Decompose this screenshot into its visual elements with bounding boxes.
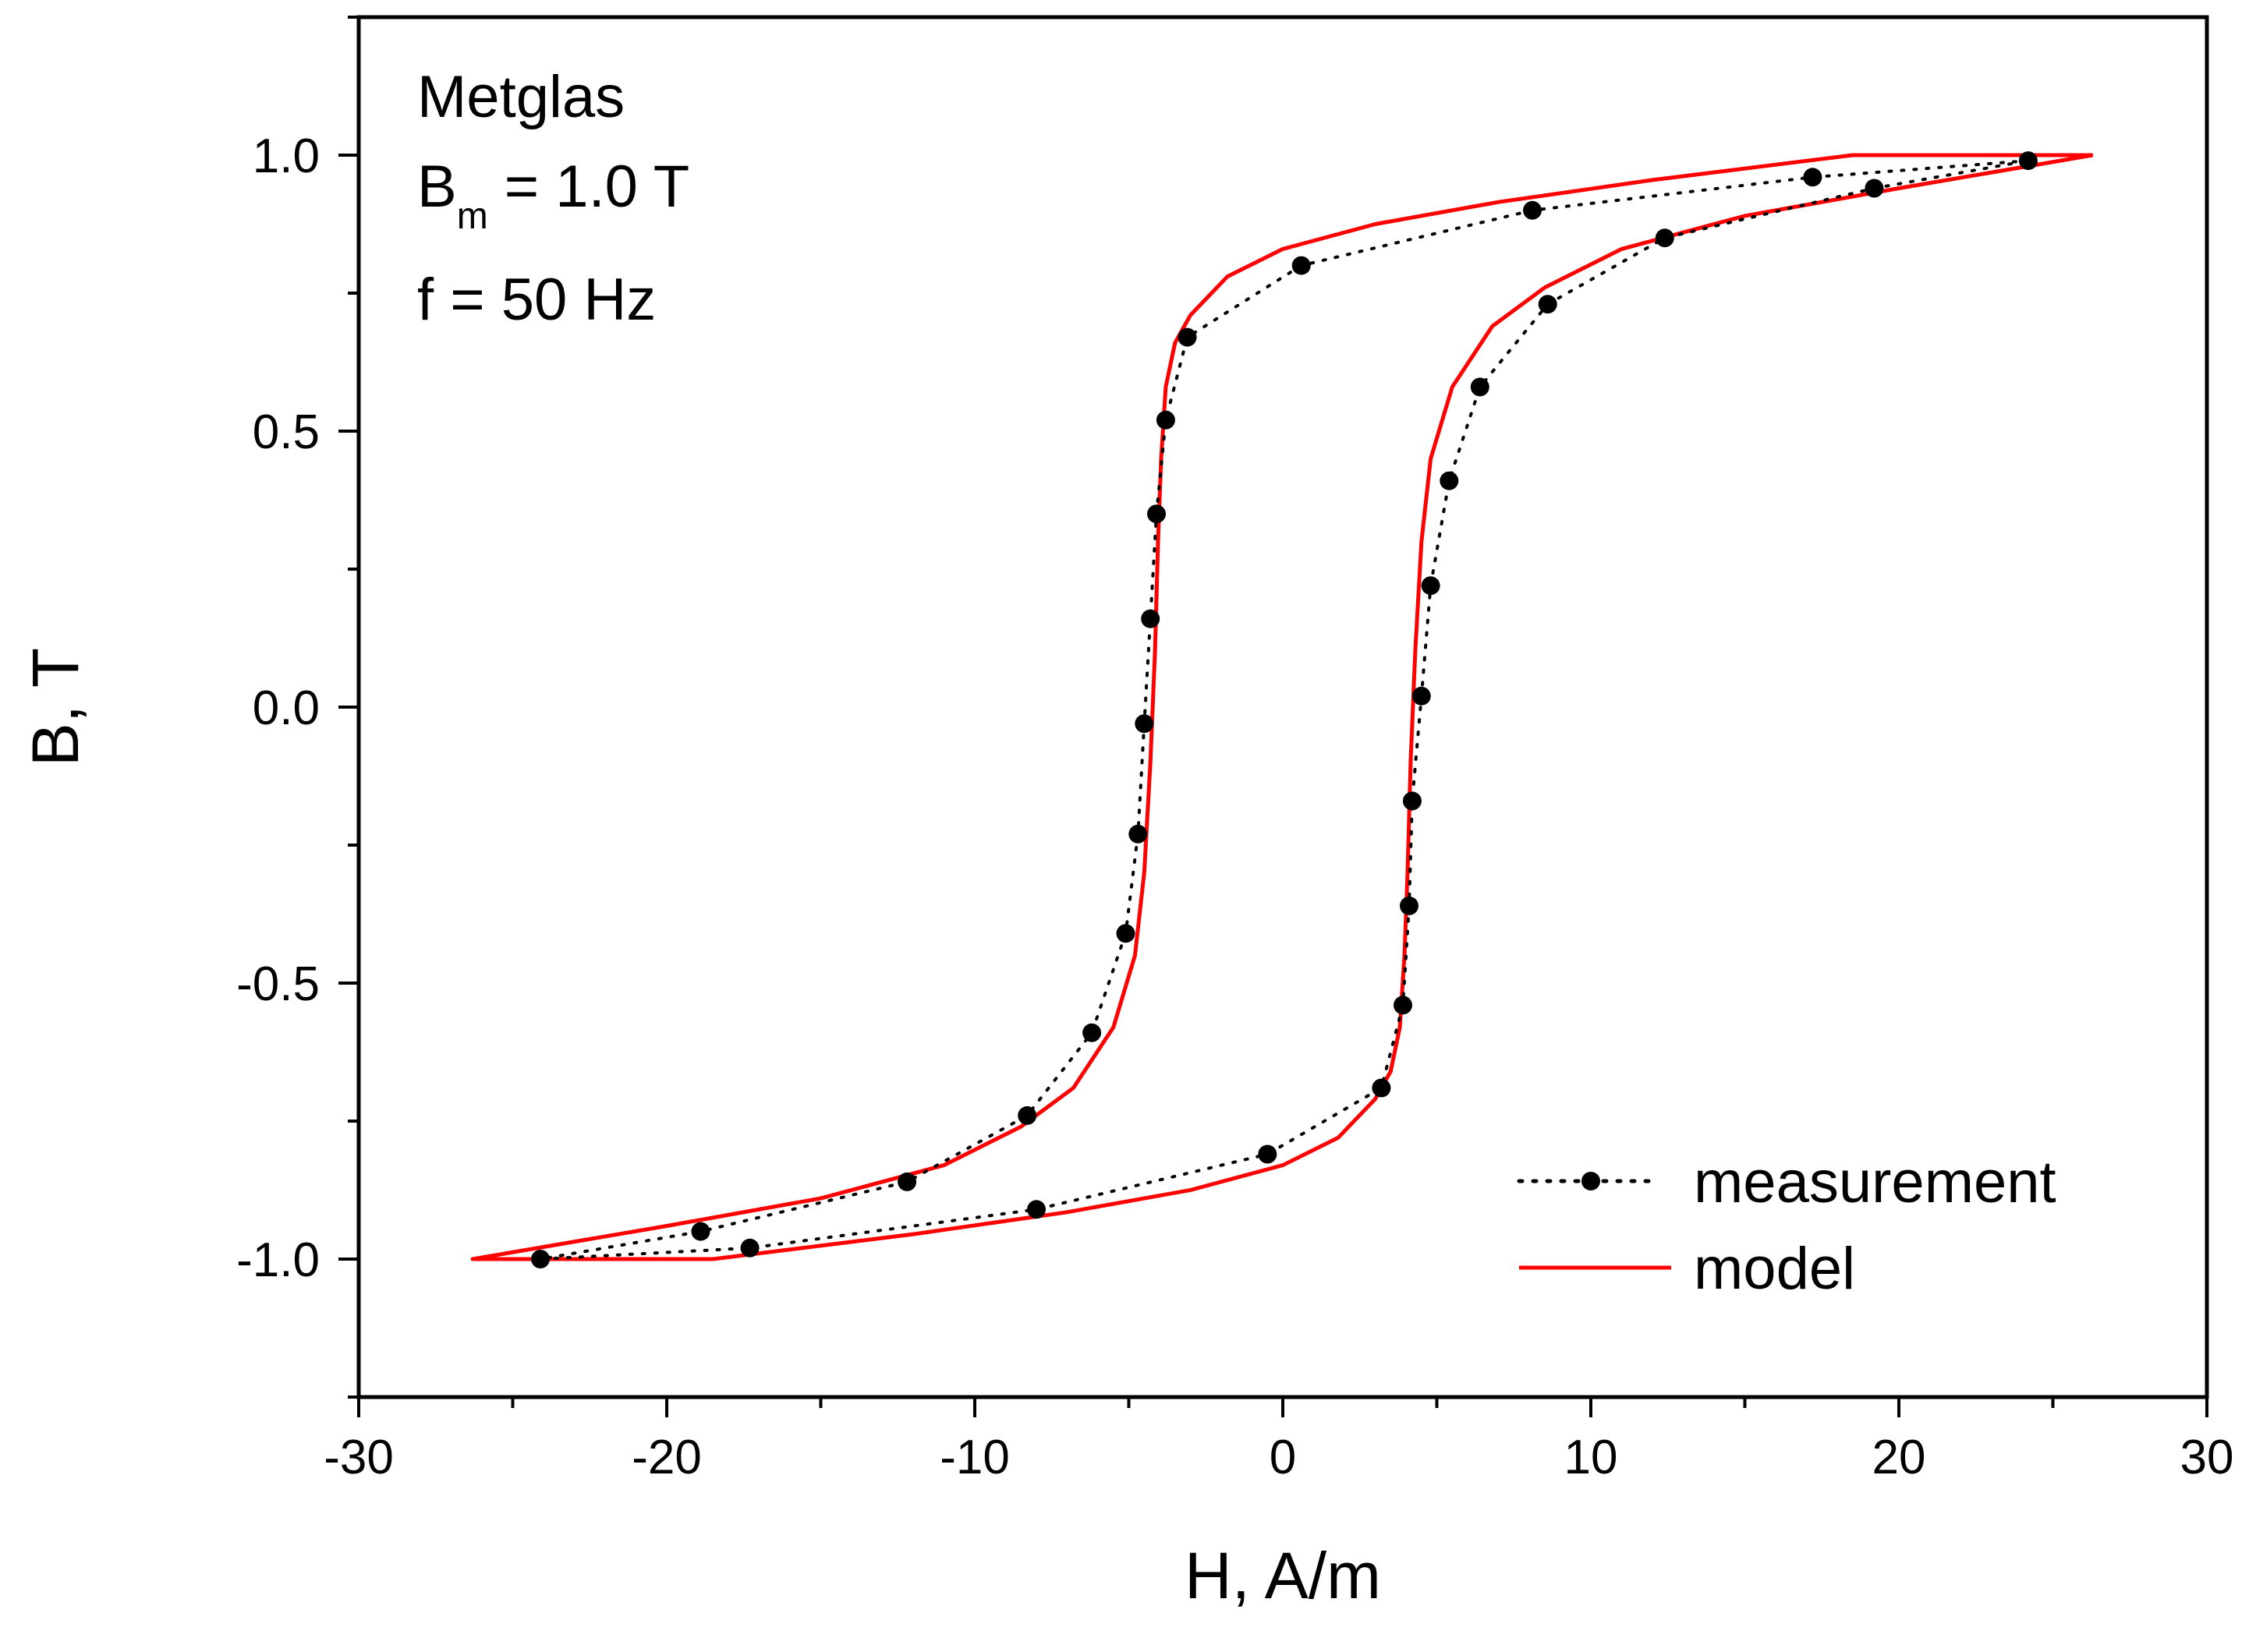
legend: measurement model [1517, 1149, 2056, 1302]
annotation-bm: Bm = 1.0 T [417, 154, 689, 237]
measurement-point [2018, 151, 2038, 171]
model-series [470, 153, 2094, 1261]
x-tick-label: -10 [940, 1431, 1010, 1484]
measurement-point [1470, 377, 1489, 397]
measurement-point [1156, 410, 1175, 430]
measurement-point [1135, 714, 1154, 734]
measurement-point [1178, 327, 1197, 347]
measurement-point [1394, 996, 1412, 1015]
measurement-point [1523, 200, 1542, 220]
y-tick-label: -0.5 [236, 957, 320, 1011]
measurement-point [1027, 1200, 1046, 1219]
legend-measurement-marker [1581, 1172, 1600, 1190]
annotation-bm-prefix: B [417, 154, 457, 220]
measurement-point [1258, 1144, 1277, 1164]
x-tick-label: 20 [1872, 1431, 1926, 1484]
y-axis-title: B, T [19, 648, 92, 767]
annotation-frequency: f = 50 Hz [417, 267, 656, 333]
measurement-point [1538, 295, 1557, 314]
annotation-bm-value: = 1.0 T [488, 154, 689, 220]
measurement-point [1291, 256, 1311, 275]
measurement-point [1018, 1105, 1037, 1125]
measurement-point [1421, 576, 1440, 596]
y-tick-label: 1.0 [253, 129, 320, 183]
y-tick-label: 0.5 [253, 405, 320, 459]
x-tick-label: -30 [324, 1431, 394, 1484]
y-axis-ticks: -1.0 -0.5 0.0 0.5 1.0 [236, 16, 359, 1399]
measurement-series [531, 151, 2038, 1268]
measurement-point [1147, 504, 1166, 524]
measurement-point [1655, 228, 1674, 248]
y-tick-label: -1.0 [236, 1233, 320, 1287]
measurement-point [1400, 896, 1418, 915]
y-tick-label: 0.0 [253, 681, 320, 735]
measurement-point [1411, 686, 1431, 706]
measurement-point [1128, 824, 1148, 844]
measurement-point [1082, 1023, 1102, 1042]
annotation-bm-subscript: m [457, 196, 488, 237]
x-axis-ticks: -30 -20 -10 0 10 20 30 [324, 1397, 2233, 1484]
x-axis-title: H, A/m [1185, 1539, 1381, 1612]
model-line [470, 153, 2094, 1261]
annotation-material: Metglas [417, 64, 625, 130]
measurement-point [1402, 791, 1422, 811]
measurement-point [1440, 471, 1459, 490]
measurement-point [691, 1222, 710, 1241]
measurement-point [1803, 168, 1822, 187]
measurement-point [531, 1250, 550, 1268]
measurement-point [1865, 179, 1884, 198]
measurement-point [898, 1172, 917, 1191]
measurement-point [1372, 1078, 1391, 1098]
x-tick-label: -20 [632, 1431, 702, 1484]
legend-measurement-label: measurement [1694, 1149, 2056, 1215]
measurement-point [740, 1238, 760, 1258]
measurement-point [1116, 924, 1135, 943]
x-tick-label: 30 [2180, 1431, 2234, 1484]
x-tick-label: 10 [1564, 1431, 1618, 1484]
measurement-point [1141, 609, 1160, 628]
x-tick-label: 0 [1270, 1431, 1296, 1484]
legend-model-label: model [1694, 1236, 1855, 1302]
